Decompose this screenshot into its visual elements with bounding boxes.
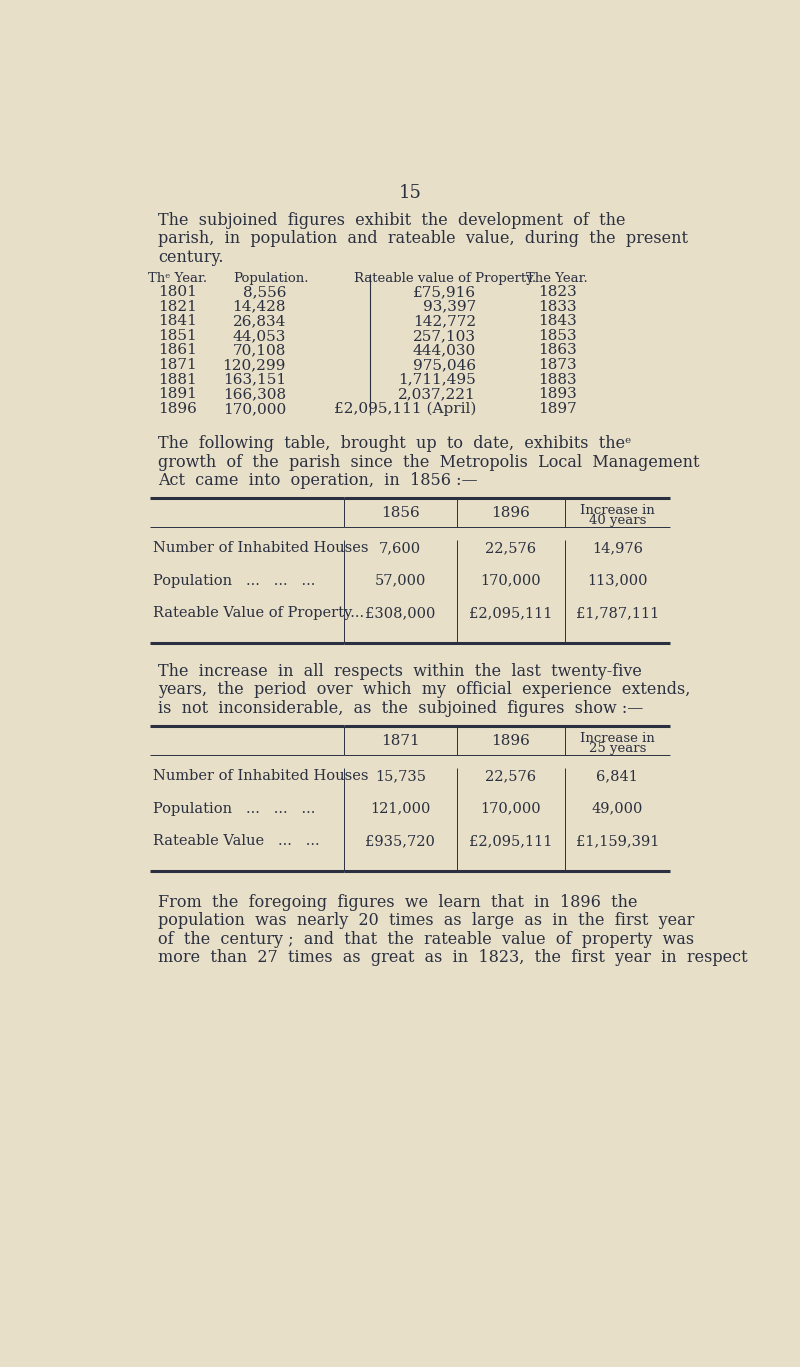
Text: is  not  inconsiderable,  as  the  subjoined  figures  show :—: is not inconsiderable, as the subjoined … [158, 700, 643, 716]
Text: From  the  foregoing  figures  we  learn  that  in  1896  the: From the foregoing figures we learn that… [158, 894, 638, 910]
Text: 1881: 1881 [158, 373, 197, 387]
Text: 1853: 1853 [538, 329, 577, 343]
Text: 120,299: 120,299 [222, 358, 286, 372]
Text: 1863: 1863 [538, 343, 577, 357]
Text: £75,916: £75,916 [413, 284, 476, 299]
Text: population  was  nearly  20  times  as  large  as  in  the  first  year: population was nearly 20 times as large … [158, 913, 694, 930]
Text: 1871: 1871 [158, 358, 197, 372]
Text: Rateable Value of Property...: Rateable Value of Property... [154, 606, 365, 621]
Text: 8,556: 8,556 [242, 284, 286, 299]
Text: 1851: 1851 [158, 329, 197, 343]
Text: 2,037,221: 2,037,221 [398, 387, 476, 402]
Text: Population   ...   ...   ...: Population ... ... ... [154, 574, 316, 588]
Text: Rateable value of Property.: Rateable value of Property. [354, 272, 536, 284]
Text: £2,095,111 (April): £2,095,111 (April) [334, 402, 476, 417]
Text: 25 years: 25 years [589, 741, 646, 755]
Text: £2,095,111: £2,095,111 [469, 606, 553, 621]
Text: Number of Inhabited Houses: Number of Inhabited Houses [154, 770, 369, 783]
Text: 70,108: 70,108 [233, 343, 286, 357]
Text: 163,151: 163,151 [223, 373, 286, 387]
Text: Act  came  into  operation,  in  1856 :—: Act came into operation, in 1856 :— [158, 472, 478, 489]
Text: 1891: 1891 [158, 387, 197, 402]
Text: 49,000: 49,000 [592, 801, 643, 816]
Text: 170,000: 170,000 [481, 801, 541, 816]
Text: 14,428: 14,428 [233, 299, 286, 313]
Text: 975,046: 975,046 [413, 358, 476, 372]
Text: 15,735: 15,735 [375, 770, 426, 783]
Text: Rateable Value   ...   ...: Rateable Value ... ... [154, 834, 320, 848]
Text: 15: 15 [398, 185, 422, 202]
Text: £1,159,391: £1,159,391 [576, 834, 659, 848]
Text: £1,787,111: £1,787,111 [576, 606, 659, 621]
Text: 1883: 1883 [538, 373, 577, 387]
Text: 1,711,495: 1,711,495 [398, 373, 476, 387]
Text: 1871: 1871 [381, 734, 420, 748]
Text: 57,000: 57,000 [374, 574, 426, 588]
Text: 1873: 1873 [538, 358, 577, 372]
Text: 1896: 1896 [491, 734, 530, 748]
Text: The  following  table,  brought  up  to  date,  exhibits  theᵉ: The following table, brought up to date,… [158, 435, 631, 452]
Text: The  subjoined  figures  exhibit  the  development  of  the: The subjoined figures exhibit the develo… [158, 212, 626, 228]
Text: of  the  century ;  and  that  the  rateable  value  of  property  was: of the century ; and that the rateable v… [158, 931, 694, 947]
Text: century.: century. [158, 249, 224, 265]
Text: 6,841: 6,841 [596, 770, 638, 783]
Text: parish,  in  population  and  rateable  value,  during  the  present: parish, in population and rateable value… [158, 230, 688, 247]
Text: 1856: 1856 [381, 506, 420, 519]
Text: 1801: 1801 [158, 284, 197, 299]
Text: 1897: 1897 [538, 402, 577, 416]
Text: 1841: 1841 [158, 314, 197, 328]
Text: 444,030: 444,030 [413, 343, 476, 357]
Text: Population.: Population. [233, 272, 308, 284]
Text: Increase in: Increase in [580, 504, 654, 517]
Text: 142,772: 142,772 [413, 314, 476, 328]
Text: 7,600: 7,600 [379, 541, 422, 555]
Text: 1896: 1896 [491, 506, 530, 519]
Text: 22,576: 22,576 [485, 541, 536, 555]
Text: Number of Inhabited Houses: Number of Inhabited Houses [154, 541, 369, 555]
Text: The  increase  in  all  respects  within  the  last  twenty-five: The increase in all respects within the … [158, 663, 642, 679]
Text: 44,053: 44,053 [233, 329, 286, 343]
Text: 1823: 1823 [538, 284, 577, 299]
Text: The Year.: The Year. [526, 272, 588, 284]
Text: years,  the  period  over  which  my  official  experience  extends,: years, the period over which my official… [158, 682, 690, 699]
Text: £2,095,111: £2,095,111 [469, 834, 553, 848]
Text: £935,720: £935,720 [366, 834, 435, 848]
Text: £308,000: £308,000 [365, 606, 435, 621]
Text: 1821: 1821 [158, 299, 197, 313]
Text: 1843: 1843 [538, 314, 577, 328]
Text: 26,834: 26,834 [233, 314, 286, 328]
Text: Increase in: Increase in [580, 733, 654, 745]
Text: 93,397: 93,397 [422, 299, 476, 313]
Text: Thᵉ Year.: Thᵉ Year. [148, 272, 207, 284]
Text: 1861: 1861 [158, 343, 197, 357]
Text: 257,103: 257,103 [413, 329, 476, 343]
Text: 121,000: 121,000 [370, 801, 430, 816]
Text: 22,576: 22,576 [485, 770, 536, 783]
Text: 1893: 1893 [538, 387, 577, 402]
Text: 1833: 1833 [538, 299, 577, 313]
Text: 113,000: 113,000 [587, 574, 647, 588]
Text: Population   ...   ...   ...: Population ... ... ... [154, 801, 316, 816]
Text: 1896: 1896 [158, 402, 197, 416]
Text: 166,308: 166,308 [223, 387, 286, 402]
Text: 170,000: 170,000 [481, 574, 541, 588]
Text: more  than  27  times  as  great  as  in  1823,  the  first  year  in  respect: more than 27 times as great as in 1823, … [158, 950, 748, 966]
Text: 14,976: 14,976 [592, 541, 643, 555]
Text: growth  of  the  parish  since  the  Metropolis  Local  Management: growth of the parish since the Metropoli… [158, 454, 700, 470]
Text: 40 years: 40 years [589, 514, 646, 526]
Text: 170,000: 170,000 [222, 402, 286, 416]
